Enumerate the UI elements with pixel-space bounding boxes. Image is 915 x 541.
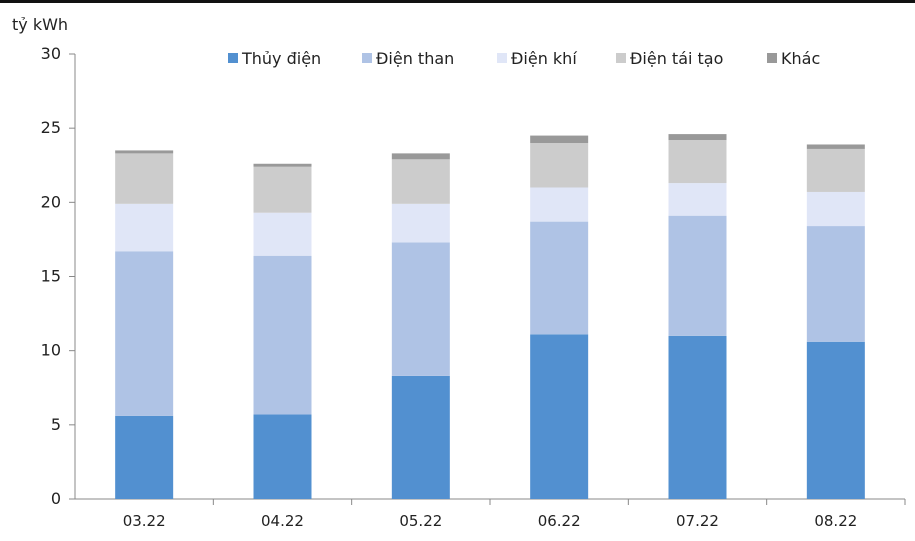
bar-segment [530,143,589,188]
bar-segment [668,183,727,216]
y-axis-label: tỷ kWh [12,15,68,34]
bar-segment [253,163,312,167]
bar-segment [668,140,727,184]
bar-segment [530,334,589,499]
legend-label: Điện than [376,49,454,68]
y-tick-label: 15 [41,267,61,286]
legend-swatch [228,53,238,63]
bar-segment [253,166,312,213]
x-tick-label: 06.22 [538,512,581,530]
x-tick-label: 07.22 [676,512,719,530]
bar-segment [391,375,450,499]
bar-segment [806,226,865,342]
x-tick-label: 04.22 [261,512,304,530]
y-tick-label: 10 [41,341,61,360]
bar-segment [668,134,727,141]
bar-segment [668,335,727,499]
bar-segment [115,251,174,416]
legend-label: Điện khí [511,49,577,68]
bar-segment [530,221,589,335]
bar-segment [115,150,174,154]
y-tick-label: 20 [41,192,61,211]
top-rule [0,0,915,3]
bar-segment [530,187,589,222]
bar-segment [391,153,450,160]
bar-segment [253,212,312,256]
bar-segment [253,414,312,499]
x-tick-label: 03.22 [123,512,166,530]
y-tick-label: 30 [41,44,61,63]
bar-segment [806,148,865,192]
y-tick-label: 25 [41,118,61,137]
y-tick-label: 5 [51,415,61,434]
legend-label: Khác [781,49,820,68]
legend-swatch [767,53,777,63]
bar-segment [115,153,174,204]
legend-swatch [497,53,507,63]
bar-segment [806,341,865,499]
x-tick-label: 05.22 [399,512,442,530]
bar-segment [391,159,450,204]
legend-label: Điện tái tạo [630,49,723,68]
bar-segment [253,255,312,415]
legend-swatch [362,53,372,63]
legend-swatch [616,53,626,63]
legend-label: Thủy điện [241,49,321,68]
bar-segment [115,203,174,252]
bar-segment [806,191,865,227]
bar-segment [115,415,174,499]
bar-segment [806,144,865,149]
bar-segment [391,242,450,376]
plot-area: 0 5 10 15 20 25 30 03.22 04.22 05.22 06.22 07.22 08.… [41,44,906,530]
bar-segment [391,203,450,243]
bar-segment [668,215,727,336]
bar-segment [530,135,589,143]
x-tick-label: 08.22 [814,512,857,530]
legend: Thủy điện Điện than Điện khí Điện tái tạo Kh… [228,49,820,68]
y-tick-label: 0 [51,489,61,508]
